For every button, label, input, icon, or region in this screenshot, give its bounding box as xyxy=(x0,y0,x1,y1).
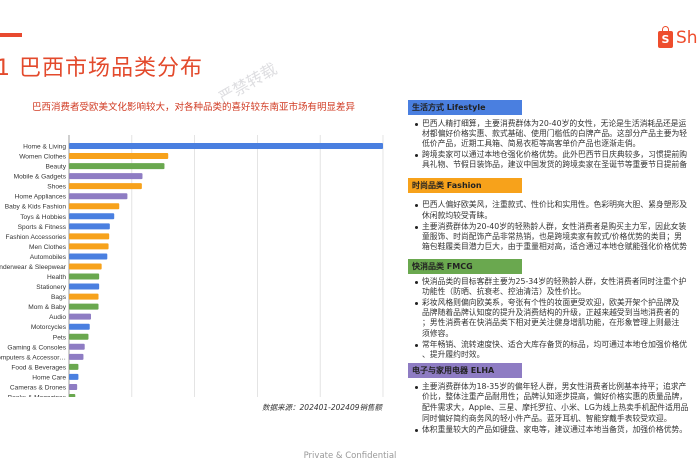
category-label: Books & Magazines xyxy=(8,395,67,398)
bullet-icon xyxy=(415,386,418,389)
bullet-text-line: 童服饰、时尚配饰产品非常热销，也是跨境卖家有款式/价格优势的类目；男 xyxy=(422,232,682,241)
bar-audio xyxy=(69,313,91,320)
bullet-text-line: 功能性（防晒、抗衰老、控油清洁）及性价比。 xyxy=(422,287,586,296)
bar-automobiles xyxy=(69,253,108,260)
bullet-text-line: 配件需求大，Apple、三星、摩托罗拉、小米、LG为线上热卖手机配件适用品 xyxy=(422,403,689,412)
category-label: Underwear & Sleepwear xyxy=(0,264,67,271)
category-label: Women Clothes xyxy=(19,154,66,161)
bullet-text-line: 彩妆风格则偏向欧美系，夸张有个性的妆面更受欢迎，欧美开架个护品牌及 xyxy=(422,298,680,307)
bullet-icon xyxy=(415,226,418,229)
bullet-icon xyxy=(415,281,418,284)
bar-health xyxy=(69,273,100,280)
category-label: Audio xyxy=(49,314,66,321)
bar-sports-fitness xyxy=(69,223,110,230)
logo-text: Sh xyxy=(676,28,698,48)
bullet-text-line: 、提升履约时效。 xyxy=(422,350,485,359)
bullet-text-line: 材都偏好价格实惠、款式基础、使用门槛低的白牌产品。这部分产品主要为轻 xyxy=(422,129,688,138)
page-subtitle: 巴西消费者受欧美文化影响较大，对各种品类的喜好较东南亚市场有明显差异 xyxy=(32,102,356,113)
bullet-icon xyxy=(415,154,418,157)
section-header: 生活方式 Lifestyle xyxy=(408,100,522,115)
category-label: Baby & Kids Fashion xyxy=(5,204,67,211)
bar-home-living xyxy=(69,143,383,149)
bullet-text-line: 巴西人偏好欧美风，注重款式、性价比和实用性。色彩明亮大胆、紧身塑形及 xyxy=(422,200,688,209)
bar-baby-kids-fashion xyxy=(69,203,120,210)
bullet-text-line: 低价产品，近期工具箱、简易衣柜等高客单价产品也逐渐走俏。 xyxy=(422,139,641,148)
title-accent-bar xyxy=(0,33,22,37)
category-label: Mobile & Gadgets xyxy=(14,174,67,181)
bullet-icon xyxy=(415,123,418,126)
bar-stationery xyxy=(69,283,100,290)
bullet-text-line: 具礼物、节假日装饰品，建议中国发货的跨境卖家在圣诞节等重要节日提前备 xyxy=(422,160,688,169)
bullet-text-line: 体积重量较大的产品如键盘、家电等，建议通过本地当备货，加强价格优势。 xyxy=(422,425,688,434)
bullet-icon xyxy=(415,344,418,347)
bar-books-magazines xyxy=(69,394,76,397)
bullet-text-line: 箱包鞋履类目潜力巨大，由于重量相对高，适合通过本地仓赋能强化价格优势 xyxy=(422,242,688,251)
footer-confidential: Private & Confidential xyxy=(303,451,397,461)
category-label: Home Care xyxy=(32,374,66,381)
category-insights-panel: 生活方式 Lifestyle 巴西人精打细算，主要消费群体为20-40岁的女性，无… xyxy=(408,0,700,470)
bar-shoes xyxy=(69,183,142,190)
bullet-text-line: 常年畅销、流转速度快、适合大库存备货的标品，均可通过本地仓加强价格优 xyxy=(422,340,688,349)
source-note: 数据来源：202401-202409销售额 xyxy=(262,403,382,412)
bullet-text-line: 休闲款均较受青睐。 xyxy=(422,211,493,220)
bar-toys-hobbies xyxy=(69,213,115,220)
bullet-text-line: ；男性消费者在快消品类下相对更关注健身增肌功能，在形象管理上则最注 xyxy=(422,318,680,327)
category-label: Health xyxy=(47,274,66,281)
bullet-text-line: 同时偏好简约商务风的轻小件产品。蓝牙耳机、智能穿戴手表较受欢迎。 xyxy=(422,414,672,423)
bar-mom-baby xyxy=(69,303,99,310)
bullet-icon xyxy=(415,429,418,432)
bar-underwear-sleepwear xyxy=(69,263,102,270)
bar-women-clothes xyxy=(69,153,169,160)
category-label: Motorcycles xyxy=(31,324,67,331)
brand-logo: S Sh xyxy=(658,26,698,48)
bar-bags xyxy=(69,293,99,300)
category-label: Cameras & Drones xyxy=(10,384,67,391)
category-label: Bags xyxy=(51,294,67,301)
shopee-bag-icon: S xyxy=(658,26,673,48)
category-label: Toys & Hobbies xyxy=(20,214,67,221)
section-header: 快消品类 FMCG xyxy=(408,259,522,274)
bullet-text-line: 主要消费群体为18-35岁的偏年轻人群，男女性消费者比例基本持平；追求产 xyxy=(422,382,687,391)
category-label: Fashion Accessories xyxy=(6,234,67,241)
bullet-text-line: 须修容。 xyxy=(422,329,454,338)
bar-computers-accessor- xyxy=(69,353,84,360)
category-label: Sports & Fitness xyxy=(18,224,67,231)
category-label: Computers & Accessor… xyxy=(0,354,66,361)
page-title: 1 巴西市场品类分布 xyxy=(0,56,203,81)
section-header: 时尚品类 Fashion xyxy=(408,178,522,193)
bullet-text-line: 品牌随着品牌认知度的提升及消费结构的升级，正越来越受到当地消费者的 xyxy=(422,308,680,317)
category-label: Stationery xyxy=(36,284,66,291)
category-bar-chart: Home & Living Women Clothes Beauty Mobile &… xyxy=(0,135,384,398)
bar-motorcycles xyxy=(69,323,90,330)
bar-men-clothes xyxy=(69,243,109,250)
category-label: Men Clothes xyxy=(29,244,67,251)
bar-gaming-consoles xyxy=(69,343,85,350)
bar-home-care xyxy=(69,373,79,380)
category-label: Shoes xyxy=(47,184,66,191)
bar-beauty xyxy=(69,163,165,170)
bullet-text-line: 价比，整体注重产品耐用性；品牌认知逐步提高，偏好价格实惠的质量品牌， xyxy=(422,392,688,401)
category-label: Mom & Baby xyxy=(28,304,66,311)
category-label: Gaming & Consoles xyxy=(7,344,66,351)
category-label: Home Appliances xyxy=(15,194,67,201)
bar-mobile-gadgets xyxy=(69,173,143,180)
bar-home-appliances xyxy=(69,193,128,200)
category-label: Home & Living xyxy=(23,144,66,151)
category-label: Beauty xyxy=(45,164,66,171)
bullet-text-line: 巴西人精打细算，主要消费群体为20-40岁的女性，无论是生活消耗品还是运 xyxy=(422,119,687,128)
bullet-text-line: 主要消费群体为20-40岁的轻熟龄人群，女性消费者是购买主力军，因此女装 xyxy=(422,222,687,231)
bar-fashion-accessories xyxy=(69,233,110,240)
bullet-icon xyxy=(415,204,418,207)
category-label: Pets xyxy=(53,334,67,341)
bar-cameras-drones xyxy=(69,383,78,390)
bar-food-beverages xyxy=(69,363,79,370)
bullet-text-line: 跨境卖家可以通过本地仓强化价格优势。此外巴西节日庆典较多，习惯提前购 xyxy=(422,150,688,159)
category-label: Food & Beverages xyxy=(11,364,66,371)
bullet-text-line: 快消品类的目标客群主要为25-34岁的轻熟龄人群，女性消费者同时注重个护 xyxy=(422,277,687,286)
category-label: Automobiles xyxy=(30,254,67,261)
bullet-icon xyxy=(415,302,418,305)
bar-pets xyxy=(69,333,89,340)
section-header: 电子与家用电器 ELHA xyxy=(408,363,522,378)
